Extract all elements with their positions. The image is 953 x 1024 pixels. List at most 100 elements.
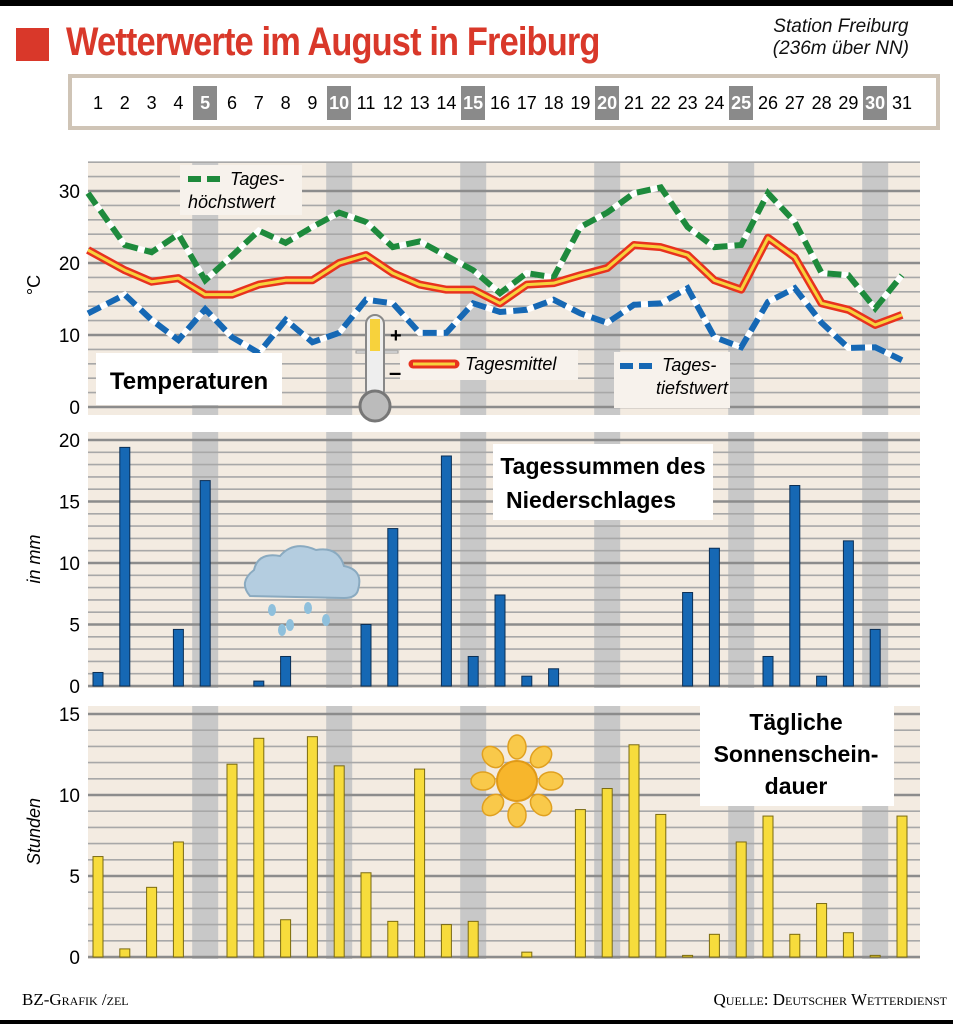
- bottom-rule: [0, 1020, 953, 1024]
- precip-bar: [360, 624, 372, 687]
- highlight-column: [326, 163, 353, 415]
- rain-cloud-icon: [243, 545, 361, 600]
- legend-label-max: Tages-: [230, 169, 284, 189]
- source: Quelle: Deutscher Wetterdienst: [713, 990, 948, 1009]
- day-label: 11: [356, 93, 376, 113]
- day-label: 7: [253, 93, 264, 113]
- day-label: 10: [327, 86, 352, 120]
- y-tick-label: 20: [59, 254, 80, 275]
- raindrop-icon: [286, 619, 294, 631]
- sun-ray: [529, 745, 553, 769]
- precip-bar: [682, 592, 694, 687]
- precip-bar: [119, 446, 131, 687]
- mean-temperature-line-core: [87, 236, 903, 327]
- sun-bar: [253, 737, 265, 958]
- sun-bar: [146, 886, 158, 958]
- sun-bar: [601, 788, 613, 958]
- sun-bar: [762, 815, 774, 958]
- precip-bar: [816, 675, 828, 687]
- credit: BZ-Grafik /zel: [22, 990, 129, 1009]
- sun-bar: [306, 736, 318, 958]
- day-label: 15: [461, 86, 486, 120]
- raindrop-icon: [278, 624, 286, 636]
- day-label: 17: [516, 93, 537, 113]
- sun-title: Tägliche: [749, 709, 842, 735]
- day-label: 20: [595, 86, 620, 120]
- day-label: 5: [193, 86, 218, 120]
- precip-title: Niederschlages: [506, 487, 676, 513]
- top-rule: [0, 0, 953, 6]
- precip-bar: [467, 655, 479, 687]
- sun-ray: [529, 793, 553, 817]
- precip-bar: [172, 628, 184, 687]
- day-label: 2: [119, 93, 130, 113]
- y-tick-label: 0: [69, 948, 80, 969]
- precip-bar: [708, 547, 720, 687]
- raindrop-icon: [268, 604, 276, 616]
- min-temperature-line: [86, 284, 904, 363]
- day-label: 14: [436, 93, 457, 113]
- precip-bar: [440, 455, 452, 687]
- sun-bar: [521, 951, 533, 958]
- sun-bar: [628, 744, 640, 958]
- day-label: 21: [623, 93, 645, 113]
- minus-sign: –: [389, 360, 401, 385]
- y-axis-label: °C: [24, 275, 44, 295]
- highlight-column: [728, 432, 755, 688]
- highlight-column: [460, 706, 487, 959]
- day-label: 25: [729, 86, 754, 120]
- day-label: 28: [811, 93, 832, 113]
- day-label: 29: [838, 93, 859, 113]
- day-label: 19: [570, 93, 591, 113]
- thermometer-bulb: [358, 389, 392, 423]
- legend-label-mean: Tagesmittel: [465, 354, 557, 374]
- precip-title: Tagessummen des: [500, 453, 705, 479]
- y-tick-label: 10: [59, 326, 80, 347]
- highlight-column: [862, 163, 889, 415]
- sun-bar: [655, 813, 667, 958]
- sun-ray: [481, 793, 505, 817]
- sun-bar: [440, 924, 452, 958]
- legend-label-max: höchstwert: [188, 192, 276, 212]
- sun-title: Sonnenschein-: [714, 741, 879, 767]
- day-label: 23: [677, 93, 698, 113]
- station-name: Station Freiburg: [773, 16, 909, 37]
- sun-bar: [896, 815, 908, 958]
- day-label: 31: [891, 93, 913, 113]
- sun-ray: [507, 802, 527, 828]
- sun-ray: [507, 734, 527, 760]
- station-info: Station Freiburg (236m über NN): [773, 16, 909, 60]
- day-label: 22: [650, 93, 671, 113]
- legend-label-min: tiefstwert: [656, 378, 729, 398]
- precip-bar: [494, 594, 506, 687]
- day-label: 13: [409, 93, 430, 113]
- sun-bar: [816, 903, 828, 958]
- day-label: 24: [704, 93, 725, 113]
- sun-ray: [538, 771, 564, 791]
- precip-bar: [762, 655, 774, 687]
- sun-bar: [387, 920, 399, 958]
- day-strip: 1 2 3 4 5 6 7 8 9 10 11 12 13 14 15 16 17 18 19 20 21 22 23 24 2…: [68, 74, 940, 130]
- day-label: 12: [382, 93, 403, 113]
- y-tick-label: 15: [59, 705, 80, 726]
- day-label: 9: [307, 93, 318, 113]
- sun-icon: [496, 760, 538, 802]
- precip-bar: [199, 480, 211, 687]
- sun-bar: [708, 933, 720, 958]
- sun-bar: [842, 932, 854, 958]
- sun-bar: [414, 768, 426, 958]
- sun-bar: [789, 933, 801, 958]
- title-square: [16, 28, 49, 61]
- precip-bar: [387, 528, 399, 687]
- precip-bar: [789, 485, 801, 687]
- legend-box-min: [614, 352, 730, 408]
- y-tick-label: 0: [69, 677, 80, 698]
- precip-bar: [548, 668, 560, 687]
- sun-ray: [470, 771, 496, 791]
- day-label: 27: [784, 93, 805, 113]
- sun-ray: [481, 745, 505, 769]
- day-label: 16: [489, 93, 511, 113]
- precip-bar: [280, 655, 292, 687]
- y-tick-label: 15: [59, 493, 80, 514]
- sun-bar: [119, 948, 131, 958]
